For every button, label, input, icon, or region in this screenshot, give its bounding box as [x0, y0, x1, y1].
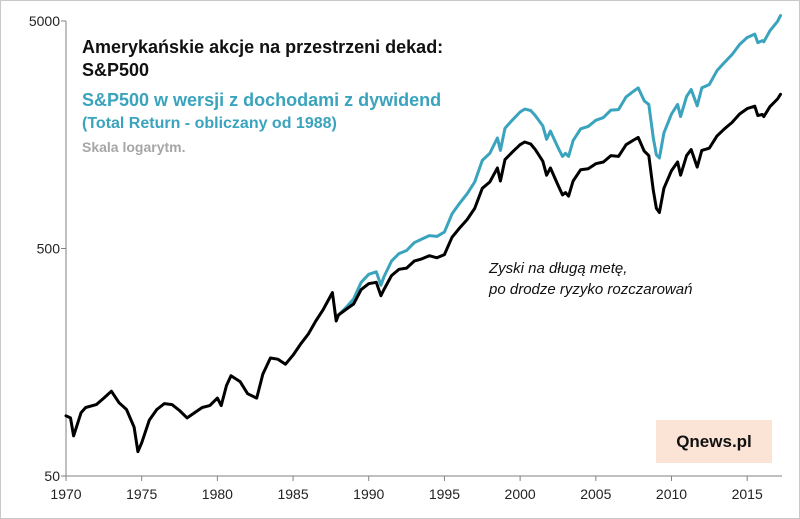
source-badge: Qnews.pl: [656, 420, 772, 463]
scale-note: Skala logarytm.: [82, 139, 186, 155]
annotation: Zyski na długą metę, po drodze ryzyko ro…: [489, 258, 692, 300]
sp500-total-return-line: [337, 14, 782, 317]
x-tick-label: 2005: [580, 486, 611, 502]
x-tick-label: 2010: [656, 486, 687, 502]
legend-total-return-note: (Total Return - obliczany od 1988): [82, 115, 337, 132]
annotation-line-2: po drodze ryzyko rozczarowań: [489, 281, 693, 298]
x-tick-label: 1970: [50, 486, 81, 502]
y-tick-label: 5000: [29, 13, 60, 29]
sp500-price-line: [64, 92, 782, 454]
x-tick-label: 1975: [126, 486, 157, 502]
y-tick-label: 50: [44, 468, 60, 484]
x-tick-label: 2015: [732, 486, 763, 502]
x-tick-label: 2000: [505, 486, 536, 502]
x-tick-label: 1980: [202, 486, 233, 502]
chart-title: Amerykańskie akcje na przestrzeni dekad:: [82, 37, 444, 57]
y-tick-label: 500: [37, 241, 61, 257]
source-label: Qnews.pl: [676, 431, 752, 451]
annotation-line-1: Zyski na długą metę,: [489, 260, 628, 277]
x-tick-label: 1990: [353, 486, 384, 502]
chart-subtitle: S&P500: [82, 60, 150, 80]
x-tick-label: 1985: [277, 486, 308, 502]
x-tick-label: 1995: [429, 486, 460, 502]
legend-total-return-label: S&P500 w wersji z dochodami z dywidend: [82, 90, 442, 110]
